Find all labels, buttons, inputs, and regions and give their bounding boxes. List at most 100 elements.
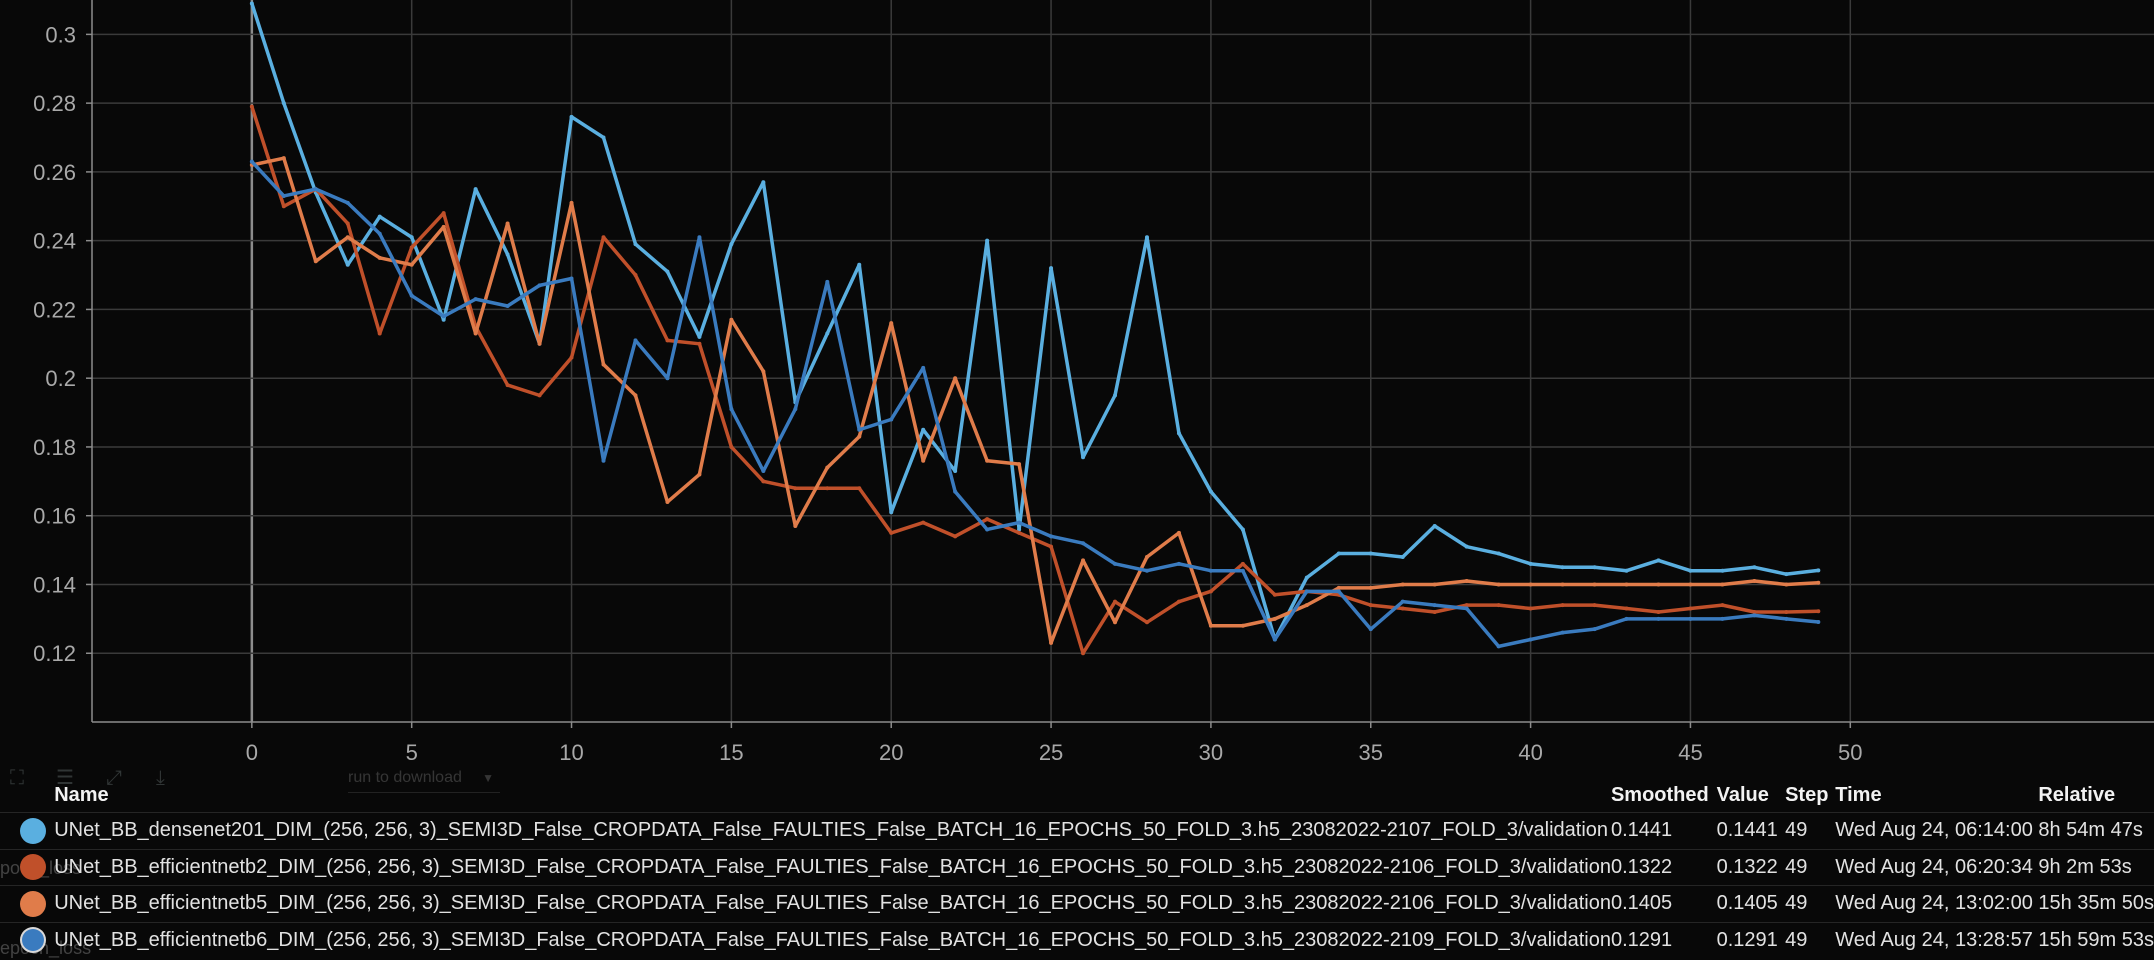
- data-point: [1784, 572, 1789, 577]
- y-tick-label: 0.14: [33, 572, 76, 597]
- data-point: [1208, 568, 1213, 573]
- data-point: [1592, 603, 1597, 608]
- data-point: [1176, 530, 1181, 535]
- time-header: Time: [1835, 783, 1882, 806]
- relative-value: 15h 35m 50s: [2038, 885, 2154, 922]
- data-point: [441, 317, 446, 322]
- run-download-select[interactable]: run to download ▼: [348, 764, 500, 793]
- data-point: [505, 303, 510, 308]
- run-name: UNet_BB_efficientnetb5_DIM_(256, 256, 3)…: [54, 885, 1611, 922]
- tooltip-table: Name Smoothed Value Step Time Relative U…: [0, 778, 2154, 958]
- swatch-header: [0, 778, 54, 813]
- data-point: [1816, 609, 1821, 614]
- x-tick-label: 35: [1359, 740, 1383, 765]
- data-point: [729, 242, 734, 247]
- data-point: [1017, 527, 1022, 532]
- data-point: [1496, 603, 1501, 608]
- step-header: Step: [1785, 783, 1829, 806]
- time-value: Wed Aug 24, 13:28:57: [1835, 921, 2039, 958]
- data-point: [1688, 616, 1693, 621]
- data-point: [825, 486, 830, 491]
- data-point: [1464, 579, 1469, 584]
- data-point: [1304, 575, 1309, 580]
- data-point: [1400, 554, 1405, 559]
- data-point: [281, 193, 286, 198]
- data-point: [1528, 606, 1533, 611]
- data-point: [665, 499, 670, 504]
- series-line: [250, 104, 1821, 655]
- data-point: [1624, 616, 1629, 621]
- fullscreen-icon[interactable]: ⛶: [10, 767, 24, 789]
- data-point: [889, 321, 894, 326]
- data-point: [1400, 606, 1405, 611]
- x-tick-label: 30: [1199, 740, 1223, 765]
- data-point: [697, 235, 702, 240]
- download-icon[interactable]: ⤓: [156, 767, 165, 789]
- y-tick-label: 0.2: [45, 366, 76, 391]
- data-point: [1081, 541, 1086, 546]
- raw-value: 0.1441: [1716, 812, 1786, 849]
- x-tick-label: 10: [559, 740, 583, 765]
- series-swatch: [22, 929, 44, 952]
- data-point: [569, 276, 574, 281]
- data-point: [1144, 620, 1149, 625]
- list-icon[interactable]: ☰: [56, 767, 74, 789]
- data-point: [857, 434, 862, 439]
- data-point: [537, 341, 542, 346]
- data-point: [825, 465, 830, 470]
- data-point: [377, 255, 382, 260]
- data-point: [345, 200, 350, 205]
- data-point: [761, 469, 766, 474]
- data-point: [793, 486, 798, 491]
- data-point: [889, 417, 894, 422]
- data-point: [1368, 627, 1373, 632]
- data-point: [729, 444, 734, 449]
- chart-area[interactable]: 0 5 10 15 20 25 30 35 40 45 50 0.12 0.14 0.16 0.18 0.2 0…: [0, 0, 2154, 765]
- data-point: [825, 331, 830, 336]
- x-tick-label: 0: [246, 740, 258, 765]
- data-point: [1272, 592, 1277, 597]
- data-point: [985, 527, 990, 532]
- data-point: [1592, 582, 1597, 587]
- data-point: [1049, 266, 1054, 271]
- relative-value: 15h 59m 53s: [2038, 921, 2154, 958]
- data-point: [697, 472, 702, 477]
- raw-value: 0.1405: [1716, 885, 1786, 922]
- time-value: Wed Aug 24, 06:20:34: [1835, 848, 2039, 886]
- data-point: [889, 530, 894, 535]
- x-tick-label: 45: [1678, 740, 1702, 765]
- data-point: [1720, 568, 1725, 573]
- smoothed-value: 0.1291: [1610, 921, 1717, 958]
- data-point: [1176, 431, 1181, 436]
- data-point: [793, 524, 798, 529]
- data-point: [601, 235, 606, 240]
- data-point: [1496, 644, 1501, 649]
- y-tick-label: 0.3: [45, 22, 76, 47]
- data-point: [505, 252, 510, 257]
- smoothed-value: 0.1441: [1610, 812, 1717, 849]
- run-name: UNet_BB_efficientnetb6_DIM_(256, 256, 3)…: [54, 921, 1611, 958]
- data-point: [921, 458, 926, 463]
- data-point: [377, 214, 382, 219]
- data-point: [633, 242, 638, 247]
- chart-toolbar: ⛶ ☰ ⤢ ⤓ run to download ▼: [0, 762, 560, 794]
- line-chart[interactable]: 0 5 10 15 20 25 30 35 40 45 50 0.12 0.14 0.16 0.18 0.2 0…: [0, 0, 2154, 765]
- data-point: [1144, 554, 1149, 559]
- data-point: [569, 200, 574, 205]
- data-point: [633, 273, 638, 278]
- data-point: [1400, 599, 1405, 604]
- series-line: [250, 159, 1821, 649]
- relative-header: Relative: [2038, 783, 2116, 806]
- data-point: [1560, 582, 1565, 587]
- data-point: [1656, 582, 1661, 587]
- data-point: [1752, 613, 1757, 618]
- data-point: [1272, 616, 1277, 621]
- data-point: [665, 376, 670, 381]
- data-point: [1208, 489, 1213, 494]
- data-point: [1432, 582, 1437, 587]
- data-point: [1720, 603, 1725, 608]
- fit-domain-icon[interactable]: ⤢: [106, 767, 122, 789]
- run-download-label: run to download: [348, 769, 462, 786]
- data-point: [1208, 623, 1213, 628]
- data-point: [601, 135, 606, 140]
